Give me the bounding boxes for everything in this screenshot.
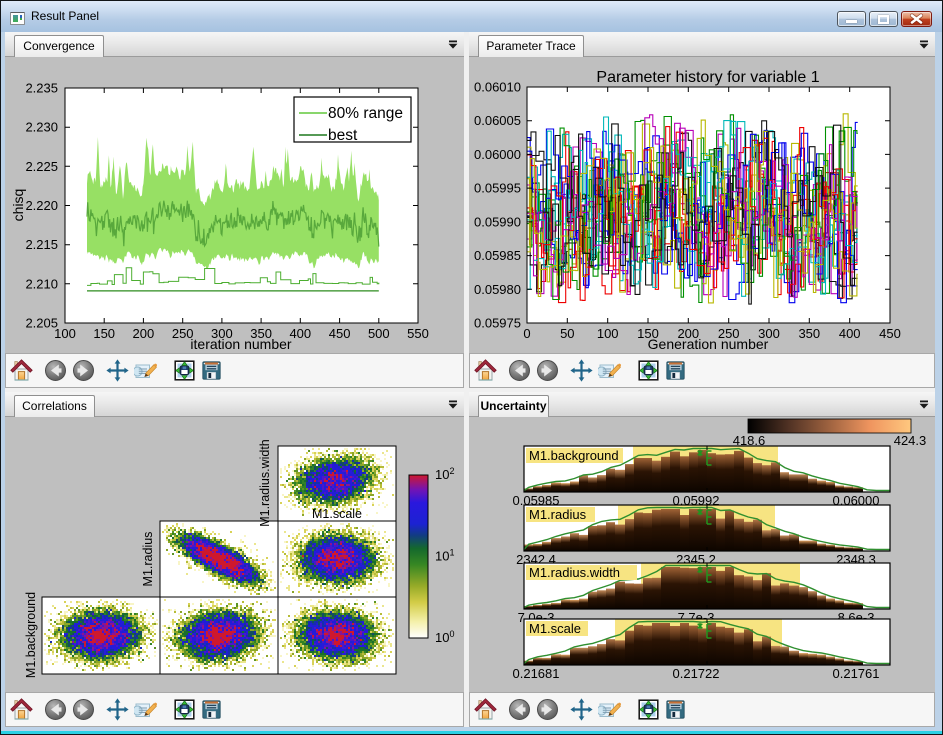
svg-text:2.235: 2.235 xyxy=(25,81,58,96)
svg-text:0.05975: 0.05975 xyxy=(474,316,521,331)
svg-text:0.21722: 0.21722 xyxy=(673,666,720,681)
svg-text:best: best xyxy=(328,127,358,144)
svg-text:2.210: 2.210 xyxy=(25,276,58,291)
svg-text:2.225: 2.225 xyxy=(25,159,58,174)
svg-text:0.05990: 0.05990 xyxy=(474,214,521,229)
svg-text:0.05985: 0.05985 xyxy=(474,248,521,263)
svg-text:M1.radius: M1.radius xyxy=(141,532,155,587)
svg-text:250: 250 xyxy=(718,326,740,341)
svg-text:350: 350 xyxy=(250,326,272,341)
svg-text:M1.background: M1.background xyxy=(24,592,38,678)
svg-text:M1.radius.width: M1.radius.width xyxy=(529,565,620,580)
svg-text:2.215: 2.215 xyxy=(25,237,58,252)
svg-text:2.205: 2.205 xyxy=(25,316,58,331)
svg-text:0.05985: 0.05985 xyxy=(513,493,560,508)
svg-text:Generation number: Generation number xyxy=(648,336,769,352)
svg-text:250: 250 xyxy=(172,326,194,341)
svg-text:424.3: 424.3 xyxy=(894,433,927,448)
svg-text:150: 150 xyxy=(93,326,115,341)
svg-text:M1.scale: M1.scale xyxy=(529,621,581,636)
svg-text:M1.radius.width: M1.radius.width xyxy=(258,439,272,527)
svg-text:350: 350 xyxy=(798,326,820,341)
svg-text:100: 100 xyxy=(597,326,619,341)
svg-text:M1.background: M1.background xyxy=(529,448,619,463)
svg-text:0.06000: 0.06000 xyxy=(833,493,880,508)
svg-text:400: 400 xyxy=(839,326,861,341)
svg-text:0.05980: 0.05980 xyxy=(474,282,521,297)
svg-text:iteration number: iteration number xyxy=(190,336,292,352)
svg-text:200: 200 xyxy=(677,326,699,341)
svg-text:450: 450 xyxy=(879,326,901,341)
svg-text:150: 150 xyxy=(637,326,659,341)
svg-text:50: 50 xyxy=(560,326,574,341)
svg-text:2.230: 2.230 xyxy=(25,120,58,135)
svg-text:Parameter history for variable: Parameter history for variable 1 xyxy=(596,69,819,86)
svg-text:0.21681: 0.21681 xyxy=(513,666,560,681)
svg-text:chisq: chisq xyxy=(10,189,26,222)
svg-text:0.05992: 0.05992 xyxy=(673,493,720,508)
svg-text:M1.scale: M1.scale xyxy=(312,507,362,521)
svg-text:450: 450 xyxy=(329,326,351,341)
svg-text:0.21761: 0.21761 xyxy=(833,666,880,681)
svg-text:80% range: 80% range xyxy=(328,105,403,122)
svg-text:300: 300 xyxy=(758,326,780,341)
svg-text:400: 400 xyxy=(289,326,311,341)
svg-text:100: 100 xyxy=(54,326,76,341)
svg-text:500: 500 xyxy=(368,326,390,341)
svg-text:200: 200 xyxy=(133,326,155,341)
svg-text:418.6: 418.6 xyxy=(733,433,766,448)
svg-text:0: 0 xyxy=(523,326,530,341)
svg-text:M1.radius: M1.radius xyxy=(529,507,587,522)
svg-text:0.06010: 0.06010 xyxy=(474,80,521,95)
svg-text:2.220: 2.220 xyxy=(25,198,58,213)
svg-text:550: 550 xyxy=(407,326,429,341)
svg-text:0.05995: 0.05995 xyxy=(474,181,521,196)
svg-text:0.06005: 0.06005 xyxy=(474,113,521,128)
svg-text:300: 300 xyxy=(211,326,233,341)
svg-text:0.06000: 0.06000 xyxy=(474,147,521,162)
